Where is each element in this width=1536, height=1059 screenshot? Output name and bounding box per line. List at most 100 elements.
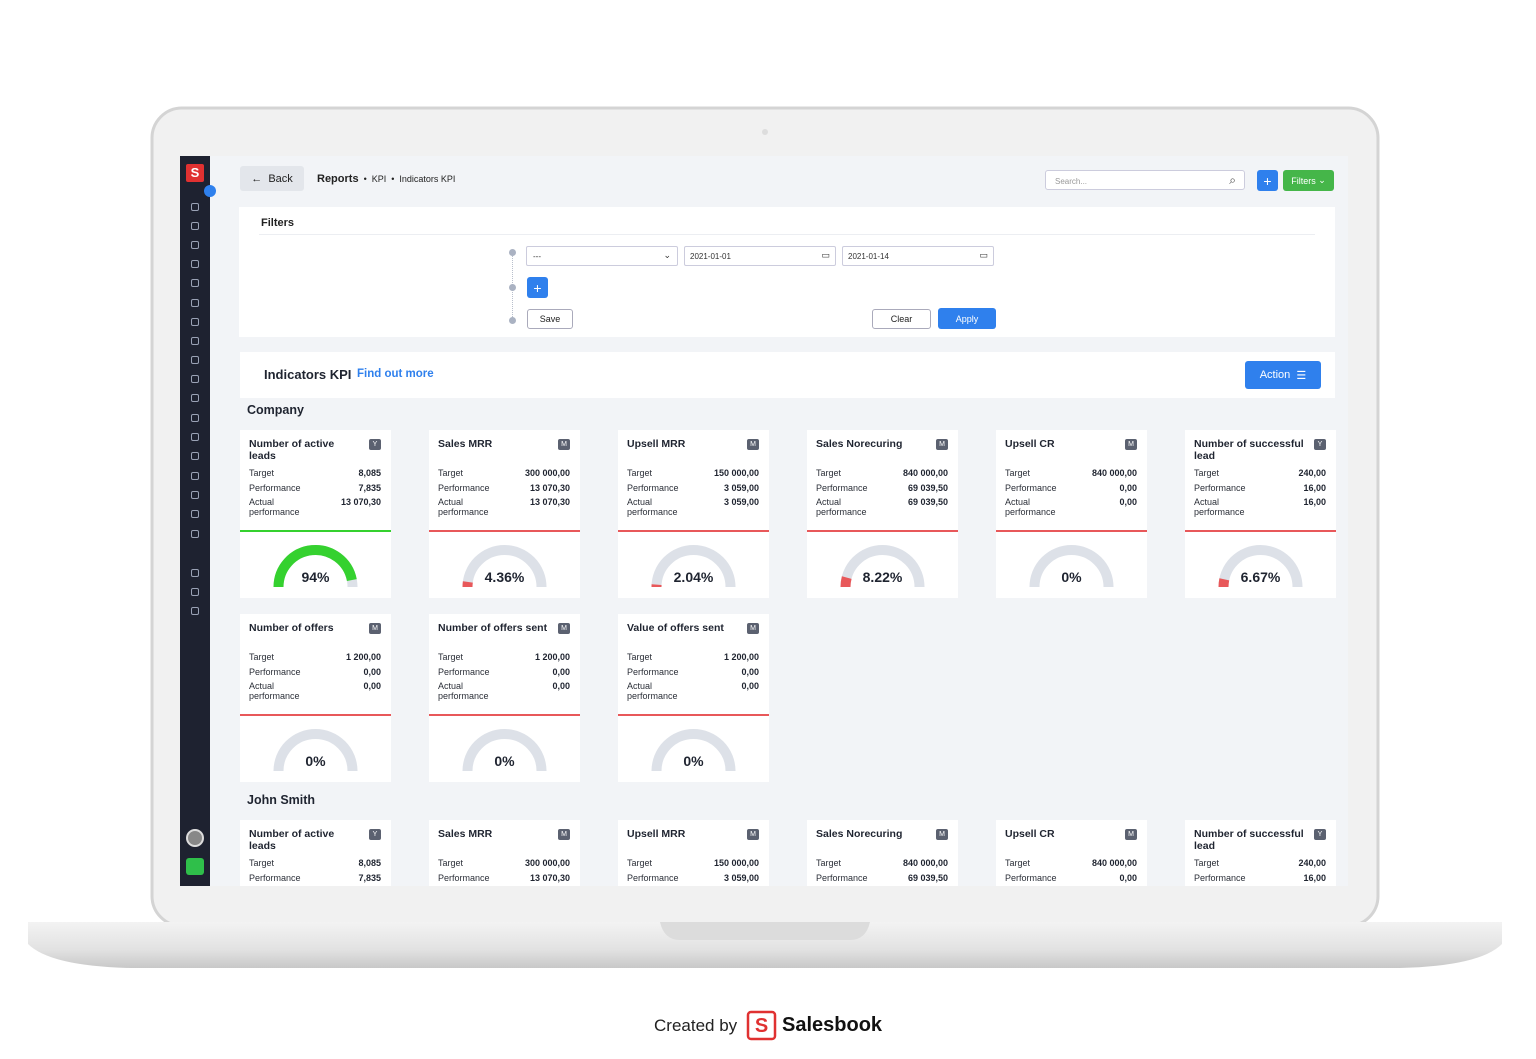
row-value: 69 039,50 (907, 482, 948, 493)
add-condition[interactable]: + (527, 277, 548, 298)
nav-icon[interactable] (191, 203, 199, 211)
period-badge: M (558, 623, 570, 634)
card-divider (1185, 530, 1336, 532)
action-label: Action (1259, 369, 1291, 381)
nav-icon[interactable] (191, 260, 199, 268)
kpi-card[interactable]: Upsell CR M Target 840 000,00 Performance 0,0… (996, 430, 1147, 598)
nav-icon[interactable] (191, 337, 199, 345)
row-value: 0,00 (552, 681, 570, 691)
card-title: Upsell CR (1005, 438, 1055, 450)
nav-icon[interactable] (191, 569, 199, 577)
period-badge: M (936, 439, 948, 450)
kpi-card[interactable]: Sales MRR M Target 300 000,00 Performance 13 … (429, 820, 580, 886)
nav-icon[interactable] (191, 530, 199, 538)
nav-icon[interactable] (191, 414, 199, 422)
kpi-card[interactable]: Number of successful lead Y Target 240,00 Pe… (1185, 820, 1336, 886)
date-from-value: 2021-01-01 (690, 252, 731, 261)
notch (660, 922, 870, 940)
nav-icon[interactable] (191, 394, 199, 402)
kpi-card[interactable]: Sales Norecuring M Target 840 000,00 Perform… (807, 430, 958, 598)
nav-icon[interactable] (191, 375, 199, 383)
nav-icon[interactable] (191, 588, 199, 596)
nav-icon[interactable] (191, 452, 199, 460)
nav-icon[interactable] (191, 356, 199, 364)
row-value: 3 059,00 (723, 497, 759, 507)
row-value: 840 000,00 (1091, 468, 1137, 478)
divider (259, 234, 1315, 235)
period-badge: M (369, 623, 381, 634)
gauge-label: 0% (683, 753, 704, 769)
back-button[interactable]: ← Back (240, 166, 304, 191)
gauge-label: 4.36% (485, 569, 525, 585)
gauge-track (1218, 545, 1303, 588)
add-button[interactable]: + (1257, 170, 1278, 191)
filters-button[interactable]: Filters ⌄ (1283, 170, 1334, 191)
breadcrumb[interactable]: KPI (371, 174, 387, 184)
row-label: Target (249, 652, 275, 662)
breadcrumb[interactable]: Reports (317, 173, 359, 185)
row-value: 8,085 (358, 858, 381, 868)
select-placeholder: --- (533, 252, 541, 261)
row-value: 0,00 (1119, 482, 1137, 493)
kpi-card[interactable]: Number of successful lead Y Target 240,00 Pe… (1185, 430, 1336, 598)
clear-button[interactable]: Clear (872, 309, 931, 329)
nav-icon[interactable] (191, 222, 199, 230)
avatar[interactable] (186, 829, 204, 847)
gauge-track (1029, 545, 1114, 588)
help-icon[interactable] (186, 858, 204, 875)
app-logo[interactable]: S (186, 164, 204, 182)
action-button[interactable]: Action ☰ (1245, 361, 1321, 389)
row-label: Performance (1005, 872, 1057, 883)
row-value: 16,00 (1303, 872, 1326, 883)
kpi-card[interactable]: Upsell CR M Target 840 000,00 Performance 0,0… (996, 820, 1147, 886)
search-box[interactable]: Search... ⌕ (1045, 170, 1245, 190)
row-label: Performance (627, 872, 679, 883)
nav-icon[interactable] (191, 299, 199, 307)
save-button[interactable]: Save (527, 309, 573, 329)
kpi-card[interactable]: Upsell MRR M Target 150 000,00 Performance 3 … (618, 820, 769, 886)
kpi-card[interactable]: Upsell MRR M Target 150 000,00 Performance 3 … (618, 430, 769, 598)
kpi-card[interactable]: Number of offers M Target 1 200,00 Performan… (240, 614, 391, 782)
row-value: 0,00 (1119, 872, 1137, 883)
gauge: 94% (273, 545, 358, 588)
find-out-more[interactable]: Find out more (357, 368, 434, 380)
row-value: 240,00 (1298, 858, 1326, 868)
nav-icon[interactable] (191, 433, 199, 441)
kpi-card[interactable]: Number of offers sent M Target 1 200,00 Perf… (429, 614, 580, 782)
kpi-card[interactable]: Value of offers sent M Target 1 200,00 Perfo… (618, 614, 769, 782)
date-to[interactable]: 2021-01-14 ▭ (842, 246, 994, 266)
breadcrumb[interactable]: Indicators KPI (399, 174, 456, 184)
row-label: Target (1005, 468, 1031, 478)
breadcrumbs: Reports • KPI • Indicators KPI (317, 173, 456, 185)
nav-icon[interactable] (191, 279, 199, 287)
gauge-label: 6.67% (1241, 569, 1281, 585)
row-label: Actual performance (438, 681, 489, 701)
row-value: 16,00 (1303, 497, 1326, 507)
card-divider (807, 530, 958, 532)
field-select[interactable]: --- ⌄ (526, 246, 678, 266)
kpi-card[interactable]: Sales Norecuring M Target 840 000,00 Perform… (807, 820, 958, 886)
row-value: 150 000,00 (713, 858, 759, 868)
row-value: 1 200,00 (534, 652, 570, 662)
period-badge: M (1125, 439, 1137, 450)
nav-icon[interactable] (191, 241, 199, 249)
date-from[interactable]: 2021-01-01 ▭ (684, 246, 836, 266)
row-label: Target (1005, 858, 1031, 868)
filters-panel: Filters --- ⌄ 2021-01-01 ▭ 2021-01-14 ▭ + S… (239, 207, 1335, 337)
row-label: Performance (627, 666, 679, 677)
nav-icon[interactable] (191, 472, 199, 480)
nav-icon[interactable] (191, 510, 199, 518)
nav-icon[interactable] (191, 607, 199, 615)
nav-icon[interactable] (191, 318, 199, 326)
apply-button[interactable]: Apply (938, 308, 996, 329)
collapse-toggle[interactable] (204, 185, 216, 197)
nav-icon[interactable] (191, 491, 199, 499)
row-label: Performance (1194, 872, 1246, 883)
row-label: Performance (816, 872, 868, 883)
kpi-card[interactable]: Sales MRR M Target 300 000,00 Performance 13 … (429, 430, 580, 598)
row-value: 3 059,00 (723, 482, 759, 493)
kpi-card[interactable]: Number of active leads Y Target 8,085 Perfor… (240, 430, 391, 598)
period-badge: Y (369, 439, 381, 450)
kpi-card[interactable]: Number of active leads Y Target 8,085 Perfor… (240, 820, 391, 886)
